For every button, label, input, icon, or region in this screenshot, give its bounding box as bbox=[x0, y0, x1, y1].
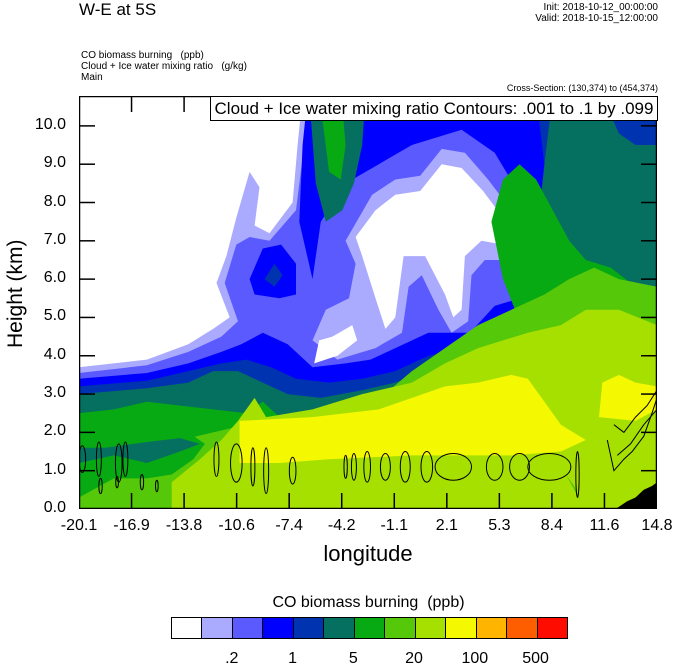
cloud-contour bbox=[263, 447, 270, 495]
cloud-contour bbox=[288, 456, 297, 485]
cloud-contour bbox=[485, 452, 504, 481]
y-tick-label: 10.0 bbox=[34, 115, 66, 133]
field-label-cloud: Cloud + Ice water mixing ratio (g/kg) bbox=[81, 61, 247, 72]
colorbar-swatch-12 bbox=[536, 618, 568, 638]
colorbar-title: CO biomass burning (ppb) bbox=[272, 594, 465, 611]
colorbar bbox=[171, 617, 568, 639]
contour-plot-area bbox=[79, 96, 657, 509]
y-tick-label: 1.0 bbox=[43, 460, 66, 478]
colorbar-label: .2 bbox=[225, 650, 239, 667]
fill-region-level-5 bbox=[79, 438, 200, 463]
valid-time: Valid: 2018-10-15_12:00:00 bbox=[535, 13, 658, 24]
colorbar-label: 5 bbox=[348, 650, 358, 667]
cloud-contour bbox=[139, 474, 145, 491]
cross-section-label: Cross-Section: (130,374) to (454,374) bbox=[506, 83, 658, 93]
x-tick-label: 8.4 bbox=[540, 517, 564, 534]
cloud-contour bbox=[379, 452, 391, 481]
cloud-contour bbox=[399, 451, 411, 483]
x-tick-label: -20.1 bbox=[60, 517, 98, 534]
x-tick-label: -10.6 bbox=[218, 517, 255, 534]
x-tick-label: -1.1 bbox=[380, 517, 409, 534]
y-tick-label: 6.0 bbox=[43, 269, 66, 287]
cloud-contour-edge bbox=[606, 397, 657, 472]
y-tick-label: 5.0 bbox=[43, 307, 66, 325]
x-tick-label: -13.8 bbox=[165, 517, 203, 534]
cloud-contour bbox=[95, 441, 102, 477]
fill-region-level-4 bbox=[264, 263, 283, 287]
y-tick-label: 2.0 bbox=[43, 422, 66, 440]
cloud-contour bbox=[250, 447, 256, 487]
cloud-contour bbox=[213, 441, 220, 477]
x-tick-label: 11.6 bbox=[589, 517, 620, 534]
y-tick-label: 0.0 bbox=[43, 499, 66, 516]
cloud-contour bbox=[420, 451, 434, 483]
fill-region-level-7 bbox=[565, 474, 581, 502]
x-tick-label: 2.1 bbox=[435, 517, 458, 534]
y-tick-label: 7.0 bbox=[43, 230, 66, 248]
colorbar-swatch-7 bbox=[384, 618, 415, 638]
colorbar-label: 100 bbox=[461, 650, 489, 667]
init-time: Init: 2018-10-12_00:00:00 bbox=[543, 2, 658, 13]
x-tick-label: 14.8 bbox=[641, 517, 673, 534]
x-tick-label: -7.4 bbox=[275, 517, 303, 534]
fill-region-level-6 bbox=[320, 106, 346, 180]
y-tick-label: 3.0 bbox=[43, 384, 66, 402]
colorbar-label: 20 bbox=[405, 650, 423, 667]
cloud-contour bbox=[79, 445, 87, 474]
cloud-contour bbox=[155, 479, 159, 493]
cloud-contour bbox=[122, 441, 129, 477]
colorbar-swatch-3 bbox=[262, 618, 293, 638]
colorbar-swatch-11 bbox=[506, 618, 537, 638]
colorbar-swatch-1 bbox=[201, 618, 232, 638]
contour-info-label: Cloud + Ice water mixing ratio Contours:… bbox=[210, 96, 658, 121]
cloud-contour bbox=[98, 477, 103, 495]
colorbar-swatch-5 bbox=[323, 618, 354, 638]
colorbar-swatch-9 bbox=[445, 618, 476, 638]
cloud-contour bbox=[434, 452, 473, 481]
y-tick-label: 8.0 bbox=[43, 192, 66, 210]
cloud-contour bbox=[509, 452, 530, 481]
colorbar-swatch-4 bbox=[292, 618, 324, 638]
cloud-contour bbox=[350, 452, 357, 481]
colorbar-swatch-2 bbox=[231, 618, 263, 638]
x-tick-label: -4.2 bbox=[327, 517, 356, 534]
colorbar-label: 500 bbox=[522, 650, 549, 667]
field-label-main: Main bbox=[81, 72, 103, 83]
terrain bbox=[615, 482, 657, 509]
cloud-contour-edge bbox=[613, 389, 657, 434]
cloud-contour bbox=[575, 451, 580, 499]
colorbar-swatch-10 bbox=[475, 618, 507, 638]
cloud-contour bbox=[115, 475, 119, 489]
x-axis-label: longitude bbox=[323, 541, 413, 566]
cloud-contour bbox=[343, 454, 348, 479]
cloud-contour bbox=[230, 443, 243, 483]
x-tick-label: -16.9 bbox=[113, 517, 150, 534]
x-tick-label: 5.3 bbox=[488, 517, 511, 534]
colorbar-swatch-8 bbox=[414, 618, 446, 638]
fill-region-level-9 bbox=[239, 374, 586, 463]
y-tick-label: 9.0 bbox=[43, 154, 66, 172]
y-tick-label: 4.0 bbox=[43, 345, 66, 363]
cloud-contour bbox=[527, 452, 572, 481]
cloud-contour-edge bbox=[616, 409, 657, 456]
colorbar-swatch-6 bbox=[353, 618, 385, 638]
field-label-co: CO biomass burning (ppb) bbox=[81, 50, 204, 61]
fill-region-level-9 bbox=[599, 374, 657, 421]
colorbar-swatch-0 bbox=[172, 618, 202, 638]
y-axis-label: Height (km) bbox=[4, 239, 27, 348]
fill-region-level-0 bbox=[314, 325, 358, 364]
fill-region-level-0 bbox=[355, 164, 517, 329]
cloud-contour bbox=[363, 451, 371, 483]
colorbar-label: 1 bbox=[288, 650, 297, 667]
plot-title: W-E at 5S bbox=[79, 0, 157, 19]
